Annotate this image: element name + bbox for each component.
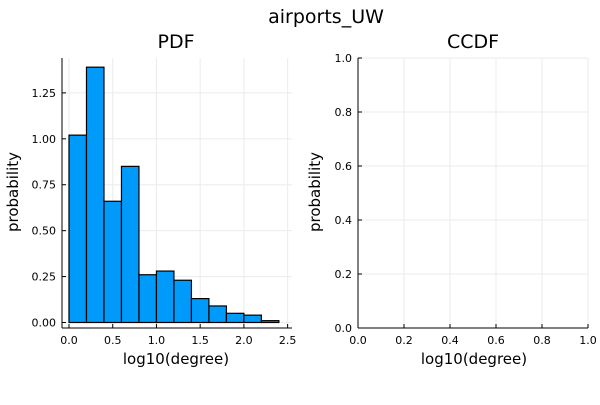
pdf-bar: [190, 298, 210, 324]
pdf-y-tick-label: 1.00: [32, 133, 57, 146]
pdf-y-tick-label: 0.50: [32, 225, 57, 238]
ccdf-axes: [357, 58, 588, 329]
pdf-y-tick-label: 0.75: [32, 179, 57, 192]
ccdf-x-tick-label: 0.8: [533, 334, 551, 347]
pdf-bar: [208, 305, 228, 324]
pdf-bar: [243, 314, 262, 324]
ccdf-x-tick-label: 0.4: [441, 334, 459, 347]
ccdf-x-tick-label: 0.6: [487, 334, 505, 347]
pdf-bar: [138, 274, 158, 324]
pdf-bar: [260, 320, 280, 324]
pdf-y-tick-label: 0.00: [32, 316, 57, 329]
pdf-bar: [85, 66, 105, 324]
ccdf-x-tick-label: 1.0: [579, 334, 597, 347]
pdf-x-tick-label: 2.5: [279, 334, 297, 347]
ccdf-y-tick-label: 1.0: [335, 52, 353, 65]
pdf-bar: [68, 134, 88, 324]
figure-title: airports_UW: [268, 6, 384, 28]
pdf-bar: [173, 279, 193, 324]
pdf-axes: [61, 58, 292, 329]
ccdf-x-tick-label: 0.2: [395, 334, 413, 347]
ccdf-y-tick-label: 0.4: [335, 214, 353, 227]
ccdf-y-ticks: 0.0 0.2 0.4 0.6 0.8 1.0: [335, 52, 362, 335]
ccdf-y-tick-label: 0.6: [335, 160, 353, 173]
ccdf-panel: CCDF 0.0 0.2 0.4 0.6 0.8 1.0 0.0 0.2 0.4 0.6 0.8 1…: [306, 31, 597, 368]
pdf-x-tick-label: 1.5: [191, 334, 209, 347]
ccdf-y-tick-label: 0.8: [335, 106, 353, 119]
pdf-bar: [120, 165, 140, 324]
pdf-panel: PDF 0.0 0.5 1.0 1.5 2.0 2.5 0.00 0.25 0.50 0.75 1…: [4, 31, 296, 368]
ccdf-x-ticks: 0.0 0.2 0.4 0.6 0.8 1.0: [349, 324, 597, 347]
pdf-bar: [155, 270, 175, 324]
pdf-y-tick-label: 1.25: [32, 87, 57, 100]
pdf-y-label: probability: [4, 152, 22, 232]
ccdf-x-label: log10(degree): [421, 350, 527, 368]
ccdf-title: CCDF: [447, 31, 499, 53]
pdf-y-ticks: 0.00 0.25 0.50 0.75 1.00 1.25: [32, 87, 66, 329]
pdf-title: PDF: [157, 31, 194, 53]
ccdf-y-tick-label: 0.2: [335, 268, 353, 281]
ccdf-grid: [357, 57, 589, 329]
pdf-x-tick-label: 0.0: [60, 334, 78, 347]
pdf-x-tick-label: 2.0: [235, 334, 253, 347]
pdf-x-tick-label: 0.5: [104, 334, 122, 347]
pdf-bar: [225, 312, 245, 324]
ccdf-y-tick-label: 0.0: [335, 322, 353, 335]
pdf-x-label: log10(degree): [123, 350, 229, 368]
ccdf-x-tick-label: 0.0: [349, 334, 367, 347]
pdf-x-tick-label: 1.0: [148, 334, 166, 347]
pdf-x-ticks: 0.0 0.5 1.0 1.5 2.0 2.5: [60, 324, 296, 347]
pdf-y-tick-label: 0.25: [32, 271, 57, 284]
ccdf-y-label: probability: [306, 152, 324, 232]
pdf-bars: [68, 66, 280, 324]
pdf-bar: [103, 200, 123, 324]
